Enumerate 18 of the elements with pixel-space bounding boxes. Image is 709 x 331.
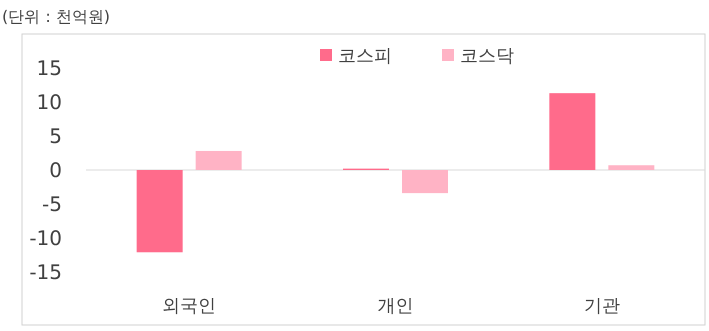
- y-tick-label: 5: [49, 124, 62, 148]
- y-tick-label: 15: [36, 56, 62, 80]
- y-tick-label: -10: [29, 226, 62, 250]
- y-tick-label: 0: [49, 158, 62, 182]
- bar: [196, 150, 242, 170]
- y-tick-label: -15: [29, 260, 62, 284]
- chart-title: (단위 : 천억원): [2, 7, 110, 26]
- bar: [608, 165, 654, 170]
- y-tick-label: -5: [42, 192, 62, 216]
- legend-label: 코스피: [338, 45, 392, 66]
- x-tick-label: 개인: [378, 295, 414, 316]
- y-tick-label: 10: [36, 90, 62, 114]
- x-tick-label: 기관: [584, 295, 620, 316]
- x-tick-label: 외국인: [162, 295, 216, 316]
- bar: [136, 170, 183, 252]
- legend-label: 코스닥: [460, 45, 514, 66]
- bar: [549, 93, 596, 170]
- bar: [402, 170, 448, 194]
